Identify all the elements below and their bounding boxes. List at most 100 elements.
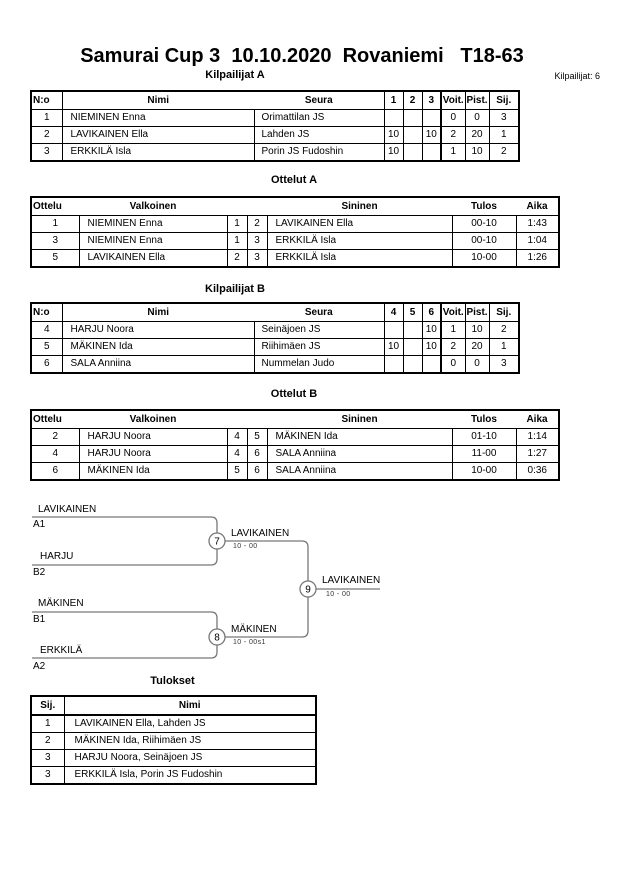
bracket-connector-final	[225, 540, 309, 638]
cell-no: 3	[30, 143, 63, 162]
match-7-circle	[208, 532, 226, 550]
table-row: 2 MÄKINEN Ida, Riihimäen JS	[30, 732, 317, 750]
table-row: 3 ERKKILÄ Isla, Porin JS Fudoshin	[30, 766, 317, 785]
cell-white-no: 5	[226, 462, 248, 481]
cell-place: 3	[488, 109, 520, 127]
match-8-number: 8	[214, 633, 220, 644]
cell-place: 2	[488, 321, 520, 339]
cell-result: 10-00	[451, 462, 517, 481]
table-row: 6 SALA Anniina Nummelan Judo 0 0 3	[30, 355, 520, 374]
cell-white: NIEMINEN Enna	[78, 232, 228, 250]
cell-time: 0:36	[515, 462, 560, 481]
match-9-number: 9	[305, 585, 311, 596]
cell-no: 1	[30, 109, 63, 127]
cell-time: 1:26	[515, 249, 560, 268]
cell-points: 20	[464, 338, 490, 356]
table-row: 3 NIEMINEN Enna 1 3 ERKKILÄ Isla 00-10 1…	[30, 232, 560, 250]
table-row: 1 LAVIKAINEN Ella, Lahden JS	[30, 714, 317, 733]
cell-no: 4	[30, 321, 63, 339]
cell-score3: 10	[421, 321, 442, 339]
cell-white-no: 4	[226, 428, 248, 446]
pool-a-heading: Kilpailijat A	[205, 69, 265, 81]
cell-time: 1:43	[515, 215, 560, 233]
cell-score3	[421, 109, 442, 127]
cell-white: MÄKINEN Ida	[78, 462, 228, 481]
col-header-aika: Aika	[516, 196, 560, 216]
col-header-ottelu: Ottelu	[30, 409, 79, 429]
cell-score2	[402, 355, 423, 374]
cell-blue: SALA Anniina	[266, 462, 453, 481]
cell-time: 1:04	[515, 232, 560, 250]
cell-name: ERKKILÄ Isla, Porin JS Fudoshin	[63, 766, 317, 785]
cell-no: 5	[30, 338, 63, 356]
pool-b-heading: Kilpailijat B	[205, 283, 265, 295]
cell-blue-no: 5	[246, 428, 268, 446]
cell-club: Lahden JS	[253, 126, 385, 144]
cell-club: Porin JS Fudoshin	[253, 143, 385, 162]
cell-score1	[383, 109, 404, 127]
cell-score1: 10	[383, 143, 404, 162]
cell-white: HARJU Noora	[78, 428, 228, 446]
cell-result: 10-00	[451, 249, 517, 268]
table-row: 4 HARJU Noora 4 6 SALA Anniina 11-00 1:2…	[30, 445, 560, 463]
header-row: Sij. Nimi	[30, 695, 317, 716]
cell-name: LAVIKAINEN Ella, Lahden JS	[63, 714, 317, 733]
match-8-circle	[208, 628, 226, 646]
cell-score2	[402, 321, 423, 339]
match-7-score: 10 - 00	[233, 543, 258, 550]
cell-wins: 1	[440, 321, 466, 339]
cell-match-no: 3	[30, 232, 80, 250]
match-9-score: 10 - 00	[326, 591, 351, 598]
table-row: 4 HARJU Noora Seinäjoen JS 10 1 10 2	[30, 321, 520, 339]
header-row: Ottelu Valkoinen Sininen Tulos Aika	[30, 196, 560, 216]
cell-match-no: 4	[30, 445, 80, 463]
cell-white-no: 1	[226, 215, 248, 233]
cell-match-no: 1	[30, 215, 80, 233]
cell-points: 0	[464, 109, 490, 127]
cell-place: 1	[488, 338, 520, 356]
cell-no: 2	[30, 126, 63, 144]
header-row: Ottelu Valkoinen Sininen Tulos Aika	[30, 409, 560, 429]
cell-blue-no: 6	[246, 445, 268, 463]
cell-name: HARJU Noora, Seinäjoen JS	[63, 749, 317, 767]
cell-no: 6	[30, 355, 63, 374]
cell-blue: ERKKILÄ Isla	[266, 232, 453, 250]
pool-b-table: N:o Nimi Seura 4 5 6 Voit. Pist. Sij. 4 …	[30, 302, 520, 374]
col-header-tulos: Tulos	[452, 409, 516, 429]
cell-score3	[421, 143, 442, 162]
seed-label: B2	[33, 567, 46, 578]
col-header-spacer	[247, 196, 267, 216]
cell-time: 1:14	[515, 428, 560, 446]
cell-name: NIEMINEN Enna	[61, 109, 255, 127]
match-9-winner: LAVIKAINEN	[322, 575, 381, 586]
cell-blue: SALA Anniina	[266, 445, 453, 463]
cell-points: 0	[464, 355, 490, 374]
table-row: 3 HARJU Noora, Seinäjoen JS	[30, 749, 317, 767]
cell-result: 00-10	[451, 232, 517, 250]
cell-club: Orimattilan JS	[253, 109, 385, 127]
col-header-m1: 1	[383, 90, 404, 110]
cell-blue: LAVIKAINEN Ella	[266, 215, 453, 233]
col-header-tulos: Tulos	[452, 196, 516, 216]
cell-score2	[402, 109, 423, 127]
cell-white: HARJU Noora	[78, 445, 228, 463]
match-8-winner: MÄKINEN	[231, 624, 277, 635]
cell-points: 10	[464, 143, 490, 162]
col-header-nimi: Nimi	[61, 302, 254, 322]
cell-wins: 0	[440, 355, 466, 374]
bracket-entry-name: HARJU	[40, 551, 74, 562]
cell-points: 10	[464, 321, 490, 339]
table-row: 6 MÄKINEN Ida 5 6 SALA Anniina 10-00 0:3…	[30, 462, 560, 481]
bracket-entry-name: ERKKILÄ	[40, 645, 83, 656]
cell-club: Seinäjoen JS	[253, 321, 385, 339]
matches-b-heading: Ottelut B	[270, 388, 318, 400]
table-row: 3 ERKKILÄ Isla Porin JS Fudoshin 10 1 10…	[30, 143, 520, 162]
cell-blue-no: 6	[246, 462, 268, 481]
seed-label: A2	[33, 661, 46, 672]
cell-score2	[402, 143, 423, 162]
results-table: Sij. Nimi 1 LAVIKAINEN Ella, Lahden JS 2…	[30, 695, 317, 785]
col-header-aika: Aika	[516, 409, 560, 429]
cell-name: ERKKILÄ Isla	[61, 143, 255, 162]
cell-blue-no: 3	[246, 232, 268, 250]
matches-a-heading: Ottelut A	[270, 174, 318, 186]
